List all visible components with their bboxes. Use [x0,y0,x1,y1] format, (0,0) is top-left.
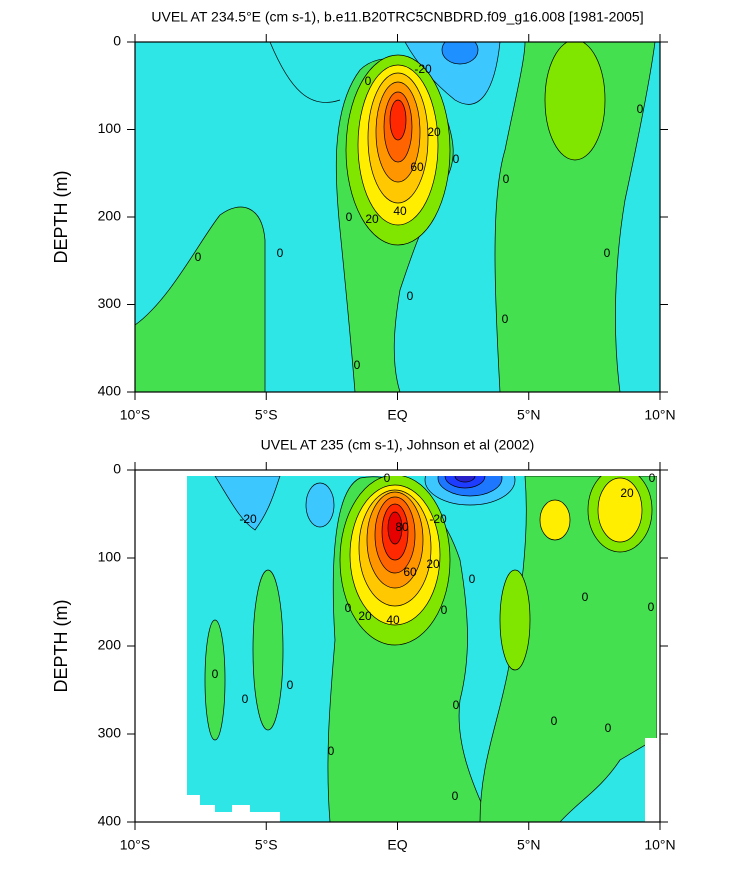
y-tick-label: 400 [98,383,122,399]
contour-label: -20 [429,512,447,526]
x-tick-label: 5°S [255,837,278,853]
contour-label: -20 [414,62,432,76]
contour-label: 0 [277,246,284,260]
contour-label: 0 [441,603,448,617]
x-tick-label: EQ [387,407,407,423]
contour-label: 0 [469,572,476,586]
x-tick-label: 10°S [120,407,151,423]
contour-label: 0 [346,210,353,224]
contour-label: 20 [426,557,440,571]
contour-label: 0 [365,74,372,88]
contour-label: 60 [410,160,424,174]
x-tick-label: 10°S [120,837,151,853]
chart-title: UVEL AT 234.5°E (cm s-1), b.e11.B20TRC5C… [151,9,643,25]
contour-label: 20 [427,125,441,139]
y-tick-label: 300 [98,295,122,311]
contour-label: 0 [195,250,202,264]
x-tick-label: 5°N [517,837,541,853]
x-tick-label: 10°N [644,837,675,853]
contour-label: 0 [407,289,414,303]
contour-label: 0 [328,744,335,758]
x-tick-label: EQ [387,837,407,853]
contour-label: 20 [365,212,379,226]
contour-label: 40 [386,613,400,627]
contour-label: 0 [242,692,249,706]
x-tick-label: 5°S [255,407,278,423]
contour-label: -20 [239,512,257,526]
contour-label: 0 [605,721,612,735]
y-tick-label: 200 [98,637,122,653]
contour-label: 0 [212,667,219,681]
y-tick-label: 0 [113,461,121,477]
y-tick-label: 200 [98,208,122,224]
y-axis-label: DEPTH (m) [51,600,71,693]
contour-field [135,42,660,392]
contour-label: 0 [287,678,294,692]
contour-label: 0 [384,471,391,485]
y-tick-label: 400 [98,813,122,829]
y-axis-label: DEPTH (m) [51,171,71,264]
x-tick-label: 10°N [644,407,675,423]
contour-label: 40 [393,204,407,218]
contour-field [187,476,657,822]
contour-label: 0 [582,590,589,604]
contour-label: 0 [551,714,558,728]
y-tick-label: 0 [113,33,121,49]
contour-label: 0 [637,102,644,116]
y-tick-label: 100 [98,120,122,136]
contour-label: 20 [358,609,372,623]
contour-label: 60 [403,565,417,579]
contour-label: 20 [620,486,634,500]
contour-label: 0 [649,471,656,485]
contour-label: 0 [345,601,352,615]
contour-label: 0 [452,789,459,803]
y-tick-label: 100 [98,549,122,565]
contour-label: 80 [395,520,409,534]
x-tick-label: 5°N [517,407,541,423]
contour-label: 0 [502,312,509,326]
contour-label: 0 [453,152,460,166]
y-tick-label: 300 [98,725,122,741]
contour-label: 0 [648,600,655,614]
contour-label: 0 [453,698,460,712]
contour-label: 0 [604,246,611,260]
chart-title: UVEL AT 235 (cm s-1), Johnson et al (200… [261,437,535,453]
contour-label: 0 [503,172,510,186]
contour-label: 0 [354,358,361,372]
